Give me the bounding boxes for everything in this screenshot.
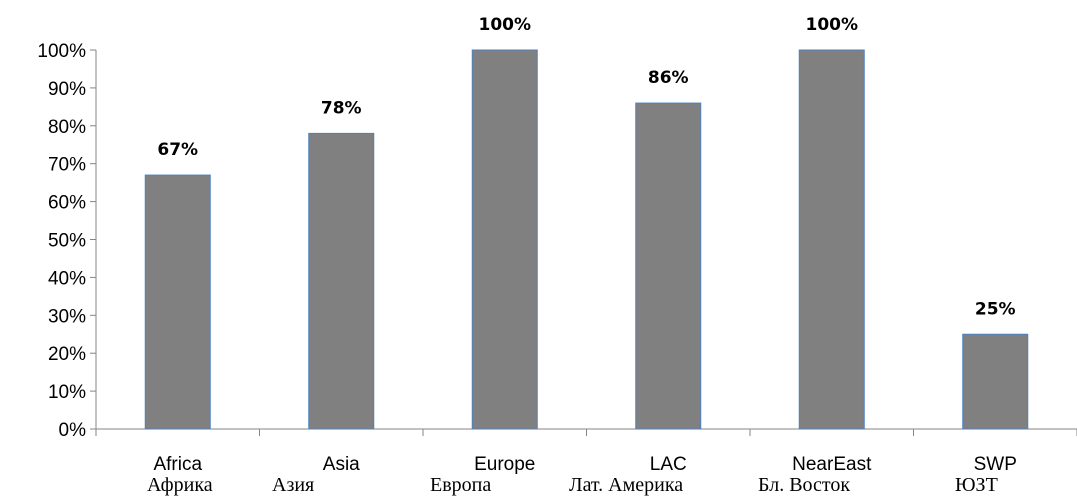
x-tick-label: LAC	[650, 454, 687, 475]
y-tick-label: 90%	[48, 79, 86, 100]
bar	[798, 49, 865, 430]
y-tick-label: 40%	[48, 268, 86, 289]
category-labels: Africa Asia Europe LAC NearEast SWP	[153, 454, 1016, 475]
bar	[471, 49, 538, 430]
y-tick-label: 80%	[48, 117, 86, 138]
y-tick-label: 60%	[48, 193, 86, 214]
data-label: 67%	[157, 140, 198, 160]
data-label: 25%	[975, 299, 1016, 319]
category-label-ru: Бл. Восток	[758, 474, 850, 496]
x-tick-label: SWP	[974, 454, 1017, 475]
x-tick-label: Africa	[153, 454, 202, 475]
x-tick-label: NearEast	[792, 454, 872, 475]
category-labels-ru: Африка Азия Европа Лат. Америка Бл. Восток ЮЗ…	[147, 474, 998, 496]
y-tick-label: 30%	[48, 306, 86, 327]
bars	[144, 49, 1029, 430]
bar	[635, 102, 702, 430]
y-tick-label: 70%	[48, 155, 86, 176]
bar	[144, 174, 211, 430]
y-tick-label: 50%	[48, 231, 86, 252]
data-label: 86%	[648, 68, 689, 88]
y-tick-label: 20%	[48, 344, 86, 365]
data-labels: 67% 78% 100% 86% 100% 25%	[157, 15, 1015, 319]
category-label-ru: Лат. Америка	[569, 474, 683, 496]
y-tick-label: 100%	[37, 41, 86, 62]
category-label-ru: ЮЗТ	[955, 474, 998, 496]
category-label-ru: Европа	[430, 474, 491, 496]
category-label-ru: Африка	[147, 474, 213, 496]
bar	[308, 132, 375, 430]
data-label: 100%	[805, 15, 858, 35]
bar	[962, 333, 1029, 430]
data-label: 100%	[478, 15, 531, 35]
y-axis: 0% 10% 20% 30% 40% 50% 60% 70% 80% 90% 100%	[37, 41, 97, 441]
data-label: 78%	[321, 98, 362, 118]
x-tick-label: Europe	[474, 454, 535, 475]
x-axis	[95, 428, 1077, 436]
y-tick-label: 10%	[48, 382, 86, 403]
y-tick-label: 0%	[59, 420, 87, 441]
x-tick-label: Asia	[323, 454, 360, 475]
category-label-ru: Азия	[272, 474, 314, 496]
